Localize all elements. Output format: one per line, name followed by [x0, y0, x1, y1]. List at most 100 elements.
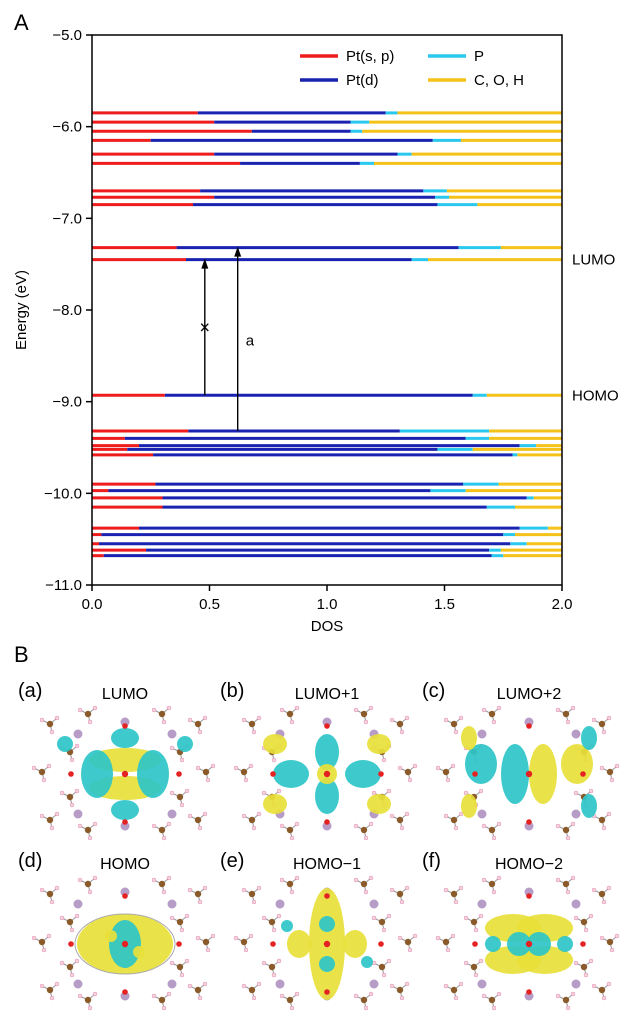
orbital-panel: (e) HOMO−1 [220, 850, 422, 1012]
oxygen-atom [324, 893, 330, 899]
hydrogen-atom [458, 715, 464, 721]
hydrogen-atom [49, 825, 55, 831]
orbital-panel: (f) HOMO−2 [422, 850, 624, 1012]
phosphorus-atom [73, 809, 83, 819]
hydrogen-atom [491, 889, 497, 895]
hydrogen-atom [69, 972, 75, 978]
oxygen-atom [526, 819, 532, 825]
orbital-lobe [343, 930, 367, 958]
carbon-atom [268, 918, 276, 926]
hydrogen-atom [187, 983, 193, 989]
carbon-atom [404, 768, 412, 776]
hydrogen-atom [202, 981, 208, 987]
hydrogen-atom [363, 1005, 369, 1011]
carbon-atom [240, 768, 248, 776]
plot-frame [91, 34, 563, 586]
hydrogen-atom [565, 719, 571, 725]
orbital-isosurface [31, 705, 216, 841]
carbon-atom [66, 918, 74, 926]
phosphorus-atom [167, 899, 177, 909]
carbon-atom [38, 938, 46, 946]
orbital-panel: (c) LUMO+2 [422, 680, 624, 842]
orbital-name: LUMO+1 [294, 686, 360, 703]
carbon-atom [286, 826, 294, 834]
orbital-panel-letter: (a) [18, 680, 43, 702]
hydrogen-atom [453, 995, 459, 1001]
hydrogen-atom [92, 705, 98, 711]
hydrogen-atom [386, 913, 392, 919]
hydrogen-atom [445, 777, 451, 783]
hydrogen-atom [202, 885, 208, 891]
y-tick-label: −10.0 [44, 485, 82, 502]
carbon-atom [84, 826, 92, 834]
carbon-atom [396, 986, 404, 994]
hydrogen-atom [187, 717, 193, 723]
hydrogen-atom [279, 707, 285, 713]
hydrogen-atom [169, 960, 175, 966]
hydrogen-atom [54, 981, 60, 987]
hydrogen-atom [166, 875, 172, 881]
hydrogen-atom [435, 765, 441, 771]
phosphorus-atom [167, 729, 177, 739]
hydrogen-atom [87, 835, 93, 841]
hydrogen-atom [161, 1005, 167, 1011]
phosphorus-atom [73, 979, 83, 989]
ring-bond [74, 913, 176, 975]
hydrogen-atom [261, 790, 267, 796]
hydrogen-atom [241, 983, 247, 989]
phosphorus-atom [120, 991, 130, 1001]
orbital-name: LUMO [101, 686, 149, 703]
hydrogen-atom [271, 757, 277, 763]
hydrogen-atom [31, 765, 37, 771]
hydrogen-atom [59, 915, 65, 921]
hydrogen-atom [389, 983, 395, 989]
carbon-atom [488, 880, 496, 888]
carbon-atom [286, 880, 294, 888]
orbital-lobe [319, 916, 335, 932]
hydrogen-atom [386, 788, 392, 794]
phosphorus-atom [477, 729, 487, 739]
hydrogen-atom [397, 935, 403, 941]
panel-b-label: B [14, 642, 29, 667]
carbon-atom [194, 816, 202, 824]
hydrogen-atom [555, 707, 561, 713]
hydrogen-atom [169, 745, 175, 751]
orbital-lobe [581, 794, 597, 818]
oxygen-atom [122, 819, 128, 825]
phosphorus-atom [524, 821, 534, 831]
hydrogen-atom [197, 995, 203, 1001]
hydrogen-atom [256, 715, 262, 721]
phosphorus-atom [524, 717, 534, 727]
oxygen-atom [324, 819, 330, 825]
hydrogen-atom [399, 729, 405, 735]
phosphorus-atom [120, 821, 130, 831]
orbital-lobe [529, 744, 557, 804]
hydrogen-atom [450, 933, 456, 939]
hydrogen-atom [69, 757, 75, 763]
orbital-lobe [111, 728, 139, 748]
hydrogen-atom [371, 790, 377, 796]
hydrogen-atom [41, 777, 47, 783]
x-tick-label: 2.0 [552, 596, 573, 613]
y-tick-label: −9.0 [52, 394, 82, 411]
hydrogen-atom [279, 877, 285, 883]
hydrogen-atom [404, 981, 410, 987]
hydrogen-atom [555, 877, 561, 883]
oxygen-atom [525, 940, 533, 948]
hydrogen-atom [458, 981, 464, 987]
carbon-atom [84, 710, 92, 718]
orbital-panel: (a) LUMO [18, 680, 220, 842]
orbital-lobe [287, 930, 311, 958]
orbital-panel-letter: (d) [18, 850, 43, 872]
carbon-atom [450, 890, 458, 898]
hydrogen-atom [463, 960, 469, 966]
hydrogen-atom [591, 717, 597, 723]
hydrogen-atom [184, 788, 190, 794]
carbon-atom [396, 720, 404, 728]
oxygen-atom [378, 771, 384, 777]
phosphorus-atom [477, 979, 487, 989]
hydrogen-atom [151, 993, 157, 999]
carbon-atom [450, 986, 458, 994]
hydrogen-atom [179, 757, 185, 763]
hydrogen-atom [353, 877, 359, 883]
